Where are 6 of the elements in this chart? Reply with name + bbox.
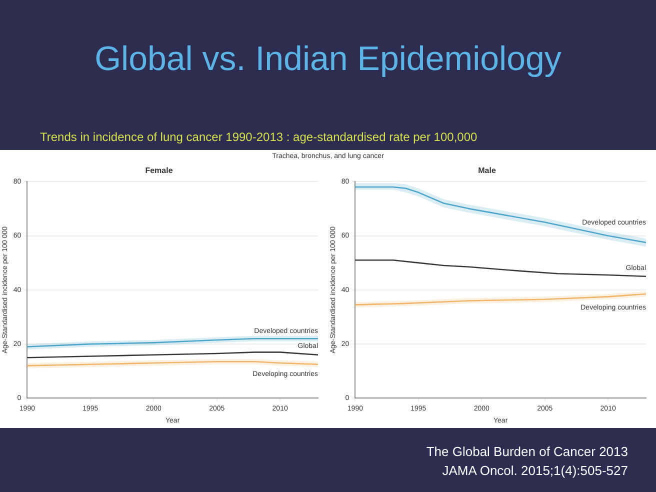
chart-title: Female	[145, 166, 174, 176]
text: The Global Burden of Cancer 2013	[426, 443, 628, 461]
text: Trends in incidence of lung cancer 1990-2013 : age-standardised rate per 100,000	[40, 130, 478, 144]
chart-title: Male	[478, 166, 496, 176]
text: JAMA Oncol. 2015;1(4):505-527	[441, 462, 628, 480]
text: Global vs. Indian Epidemiology	[94, 40, 562, 79]
